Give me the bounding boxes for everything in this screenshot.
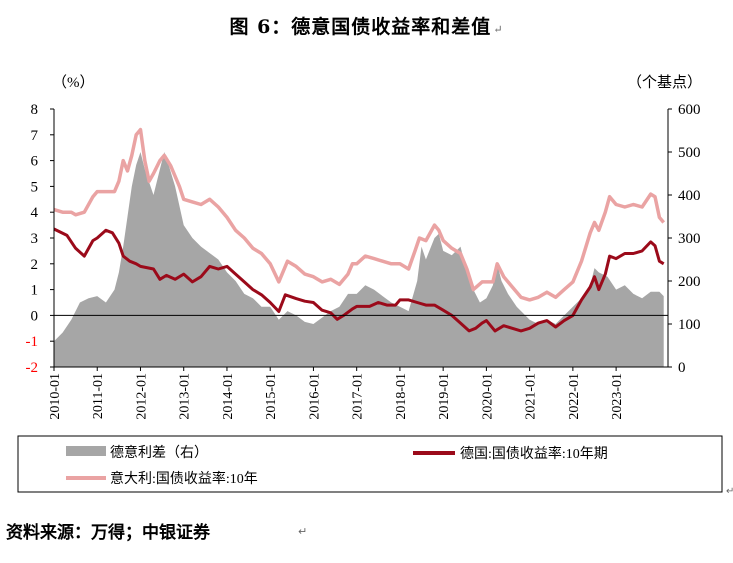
- x-tick-label: 2012-01: [134, 373, 149, 420]
- right-tick-label: 500: [678, 145, 701, 161]
- legend-box: [17, 435, 723, 493]
- left-tick-label: 3: [31, 231, 39, 247]
- right-tick-label: 100: [678, 317, 701, 333]
- right-axis-label: （个基点）: [627, 74, 702, 91]
- left-tick-label: -1: [26, 334, 39, 350]
- right-tick-label: 400: [678, 188, 701, 204]
- chart-title: 图 6：德意国债收益率和差值 ↵: [229, 16, 504, 38]
- x-tick-label: 2014-01: [221, 373, 236, 420]
- series-germany-line: [53, 227, 665, 333]
- right-tick-label: 300: [678, 231, 701, 247]
- left-tick-label: 2: [31, 257, 39, 273]
- x-tick-label: 2022-01: [567, 373, 582, 420]
- series-spread-area: [54, 152, 664, 367]
- left-tick-label: 4: [31, 205, 39, 221]
- right-tick-label: 200: [678, 274, 701, 290]
- left-tick-label: 6: [31, 154, 39, 170]
- x-tick-label: 2010-01: [48, 373, 63, 420]
- x-tick-label: 2019-01: [437, 373, 452, 420]
- left-tick-label: 1: [31, 283, 39, 299]
- x-tick-label: 2017-01: [351, 373, 366, 420]
- left-tick-label: 0: [31, 308, 39, 324]
- legend-label-germany: 德国:国债收益率:10年期: [460, 445, 608, 462]
- legend-swatch-spread: [66, 446, 106, 456]
- paragraph-mark: ↵: [726, 486, 733, 497]
- left-tick-label: 7: [31, 128, 39, 144]
- legend-label-italy: 意大利:国债收益率:10年: [110, 470, 258, 487]
- x-tick-label: 2020-01: [480, 373, 495, 420]
- x-tick-label: 2018-01: [394, 373, 409, 420]
- source-note: 资料来源：万得；中银证券: [6, 523, 210, 543]
- x-tick-label: 2016-01: [307, 373, 322, 420]
- x-tick-label: 2015-01: [264, 373, 279, 420]
- series-italy-line: [53, 127, 666, 302]
- legend-label-spread: 德意利差（右）: [110, 444, 208, 461]
- paragraph-mark: ↵: [298, 525, 308, 538]
- left-axis-label: （%）: [52, 74, 95, 91]
- left-tick-label: 8: [31, 102, 39, 118]
- right-tick-label: 600: [678, 102, 701, 118]
- x-tick-label: 2011-01: [91, 373, 106, 419]
- left-tick-label: 5: [31, 179, 39, 195]
- paragraph-mark: ↵: [493, 23, 504, 36]
- x-tick-label: 2013-01: [178, 373, 193, 420]
- right-tick-label: 0: [678, 360, 686, 376]
- x-tick-label: 2021-01: [524, 373, 539, 420]
- x-tick-label: 2023-01: [610, 373, 625, 420]
- left-tick-label: -2: [26, 360, 39, 376]
